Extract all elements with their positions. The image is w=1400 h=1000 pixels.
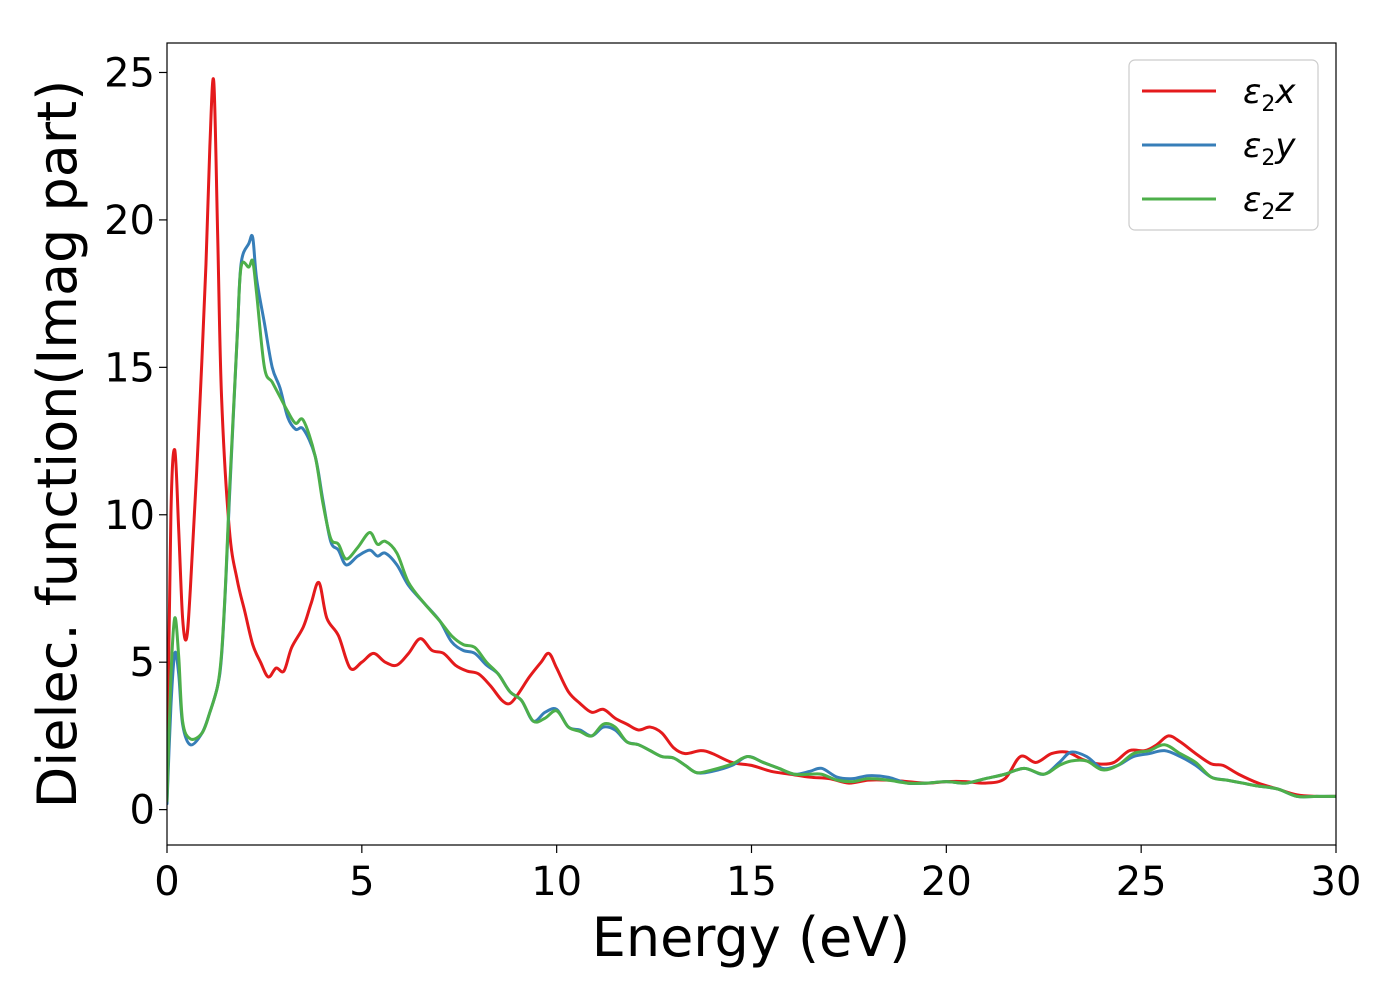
x-tick-label: 30 xyxy=(1311,859,1362,905)
x-tick-label: 5 xyxy=(349,859,374,905)
y-tick-label: 15 xyxy=(104,345,155,391)
y-tick-label: 5 xyxy=(130,640,155,686)
x-tick-label: 15 xyxy=(726,859,777,905)
y-tick-label: 20 xyxy=(104,198,155,244)
y-tick-label: 25 xyxy=(104,50,155,96)
legend-label-y: ε2y xyxy=(1243,126,1296,171)
legend-label-z: ε2z xyxy=(1243,180,1294,225)
x-tick-label: 10 xyxy=(531,859,582,905)
x-axis: 0 5 10 15 20 25 30 xyxy=(154,845,1361,905)
y-tick-label: 10 xyxy=(104,493,155,539)
series-line-x xyxy=(167,77,1336,798)
y-axis-title: Dielec. function(Imag part) xyxy=(26,80,89,809)
legend-box xyxy=(1128,59,1319,231)
legend: ε2x ε2y ε2z xyxy=(1128,59,1319,231)
series-line-z xyxy=(167,258,1336,803)
x-tick-label: 25 xyxy=(1116,859,1167,905)
y-axis: 0 5 10 15 20 25 xyxy=(104,50,167,834)
x-tick-label: 0 xyxy=(154,859,179,905)
legend-label-x: ε2x xyxy=(1243,72,1296,117)
x-axis-title: Energy (eV) xyxy=(592,906,911,969)
x-tick-label: 20 xyxy=(921,859,972,905)
y-tick-label: 0 xyxy=(130,788,155,834)
series-layer xyxy=(167,77,1336,806)
